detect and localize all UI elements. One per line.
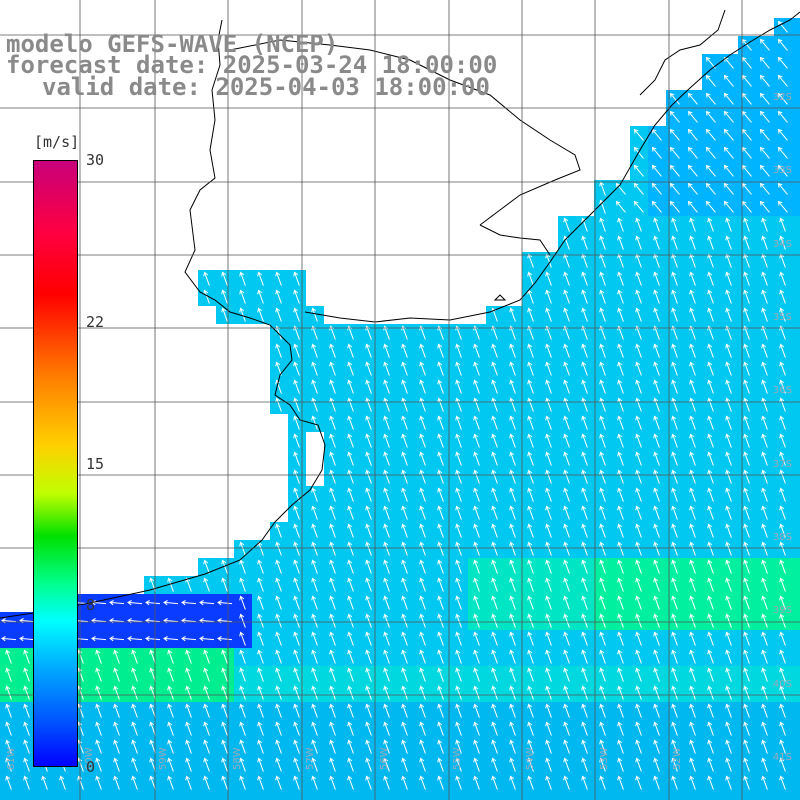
lat-label: 35S <box>773 312 792 323</box>
colorbar-tick-label: 15 <box>86 454 105 473</box>
lon-label: 56W <box>379 747 390 770</box>
lon-label: 52W <box>672 747 683 770</box>
lat-label: 33S <box>773 165 792 176</box>
lon-label: 55W <box>452 747 463 770</box>
colorbar-tick-label: 0 <box>86 758 96 776</box>
lat-label: 34S <box>773 239 792 250</box>
lat-label: 39S <box>773 605 792 616</box>
wind-arrows <box>1 20 788 790</box>
lon-label: 61W <box>6 747 17 770</box>
lat-label: 36S <box>773 385 792 396</box>
colorbar-tick-label: 22 <box>86 312 105 331</box>
colorbar <box>33 160 78 767</box>
forecast-date: forecast date: 2025-03-24 18:00:00 <box>6 51 498 79</box>
wind-speed-field <box>0 18 800 800</box>
lon-label: 54W <box>525 747 536 770</box>
lon-label: 58W <box>232 747 243 770</box>
valid-date: valid date: 2025-04-03 18:00:00 <box>42 73 490 101</box>
lat-label: 40S <box>773 679 792 690</box>
coastline <box>0 9 800 619</box>
lon-label: 60W <box>84 747 95 770</box>
lat-label: 41S <box>773 752 792 763</box>
lon-label: 57W <box>305 747 316 770</box>
colorbar-tick-label: 30 <box>86 151 105 169</box>
lat-label: 32S <box>773 92 792 103</box>
colorbar-unit: [m/s] <box>34 133 80 151</box>
model-title: modelo GEFS-WAVE (NCEP) <box>6 30 339 58</box>
lat-label: 38S <box>773 532 792 543</box>
colorbar-tick-label: 8 <box>86 596 96 615</box>
lon-label: 53W <box>599 747 610 770</box>
lon-label: 59W <box>158 747 169 770</box>
lat-label: 37S <box>773 459 792 470</box>
